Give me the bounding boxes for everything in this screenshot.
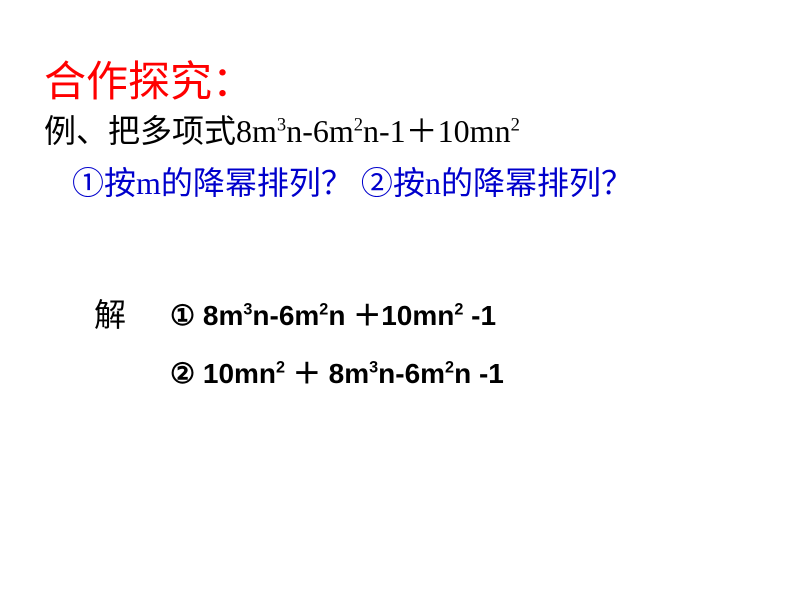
section-title: 合作探究： [44, 48, 254, 109]
solution-label: 解 [94, 290, 126, 336]
example-prefix: 例、把多项式 [44, 113, 236, 149]
q1-text: 按m的降幂排列？ [104, 165, 353, 201]
sol2-s1: 2 [276, 359, 285, 377]
expr-sup-3: 2 [354, 114, 363, 135]
q2-mark: ② [361, 165, 393, 201]
sol2-s5: 2 [445, 359, 454, 377]
sol2-s3: 3 [369, 359, 378, 377]
sol2-p6: n -1 [454, 358, 504, 389]
sol1-p0: 8m [195, 300, 243, 331]
sol1-p4: n ＋10mn [328, 300, 454, 331]
question-line: ①按m的降幂排列？ ②按n的降幂排列？ [44, 159, 744, 207]
sol1-p6: -1 [463, 300, 496, 331]
sol2-p2: ＋ 8m [285, 358, 369, 389]
solution-line-1: ① 8m3n-6m2n ＋10mn2 -1 [170, 294, 496, 334]
content-area: 例、把多项式8m3n-6m2n-1＋10mn2 ①按m的降幂排列？ ②按n的降幂… [44, 107, 744, 207]
expr-part-4: n-1＋10mn [363, 113, 511, 149]
q2-text: 按n的降幂排列？ [393, 165, 633, 201]
sol1-s3: 2 [319, 301, 328, 319]
expr-part-2: n-6m [286, 113, 354, 149]
example-line: 例、把多项式8m3n-6m2n-1＋10mn2 [44, 107, 744, 155]
expr-sup-1: 3 [277, 114, 286, 135]
sol2-p4: n-6m [378, 358, 445, 389]
sol1-p2: n-6m [252, 300, 319, 331]
expr-sup-5: 2 [511, 114, 520, 135]
sol2-mark: ② [170, 359, 195, 390]
sol2-p0: 10mn [195, 358, 276, 389]
q1-mark: ① [72, 165, 104, 201]
expr-part-0: 8m [236, 113, 277, 149]
solution-line-2: ② 10mn2 ＋ 8m3n-6m2n -1 [170, 352, 504, 392]
sol1-mark: ① [170, 301, 195, 332]
